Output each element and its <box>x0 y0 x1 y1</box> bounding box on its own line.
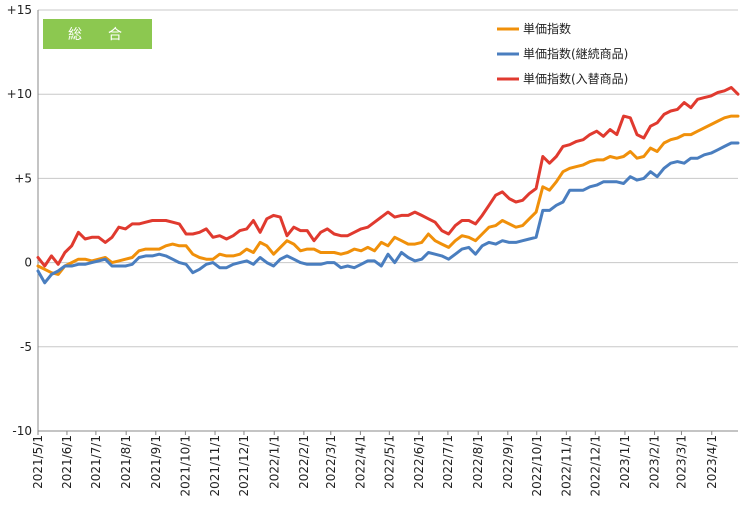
x-tick-label: 2021/8/1 <box>119 435 133 489</box>
legend-label: 単価指数 <box>523 21 571 36</box>
x-tick-label: 2022/6/1 <box>412 435 426 489</box>
series-line-3 <box>36 86 740 268</box>
series-line-1 <box>36 114 740 276</box>
y-tick-label: -5 <box>20 340 32 354</box>
x-tick-label: 2021/9/1 <box>149 435 163 489</box>
x-tick-label: 2022/12/1 <box>588 435 602 497</box>
x-tick-label: 2023/3/1 <box>674 435 688 489</box>
x-tick-label: 2021/7/1 <box>89 435 103 489</box>
y-tick-label: -10 <box>12 424 32 438</box>
x-tick-label: 2022/8/1 <box>471 435 485 489</box>
x-tick-label: 2022/5/1 <box>382 435 396 489</box>
x-tick-label: 2021/12/1 <box>237 435 251 497</box>
total-badge-background <box>43 19 152 49</box>
x-tick-labels: 2021/5/1 2021/6/1 2021/7/1 2021/8/1 2021/9/1… <box>31 435 719 497</box>
y-tick-label: +10 <box>7 87 32 101</box>
y-tick-labels: +15 +10 +5 0 -5 -10 <box>7 3 32 438</box>
x-tick-label: 2022/2/1 <box>297 435 311 489</box>
x-tick-label: 2023/1/1 <box>618 435 632 489</box>
x-tick-label: 2023/4/1 <box>705 435 719 489</box>
y-tick-label: +15 <box>7 3 32 17</box>
x-tick-label: 2021/10/1 <box>178 435 192 497</box>
x-tick-label: 2022/1/1 <box>267 435 281 489</box>
y-tick-label: 0 <box>24 256 32 270</box>
x-tick-label: 2022/4/1 <box>353 435 367 489</box>
series-line-2 <box>36 141 740 285</box>
x-tick-label: 2022/11/1 <box>559 435 573 497</box>
x-tick-label: 2022/9/1 <box>501 435 515 489</box>
x-tick-label: 2022/10/1 <box>530 435 544 497</box>
x-tick-label: 2021/5/1 <box>31 435 45 489</box>
grid-lines <box>38 9 738 348</box>
legend-label: 単価指数(継続商品) <box>523 46 628 61</box>
total-badge: 総 合 <box>43 19 152 49</box>
y-tick-label: +5 <box>14 171 32 185</box>
x-tick-label: 2021/11/1 <box>208 435 222 497</box>
x-tick-label: 2022/7/1 <box>441 435 455 489</box>
x-tick-label: 2021/6/1 <box>60 435 74 489</box>
legend-label: 単価指数(入替商品) <box>523 71 628 86</box>
x-tick-label: 2023/2/1 <box>648 435 662 489</box>
axes <box>37 10 738 435</box>
series-lines <box>36 86 740 285</box>
x-tick-label: 2022/3/1 <box>324 435 338 489</box>
total-badge-label: 総 合 <box>68 27 128 43</box>
